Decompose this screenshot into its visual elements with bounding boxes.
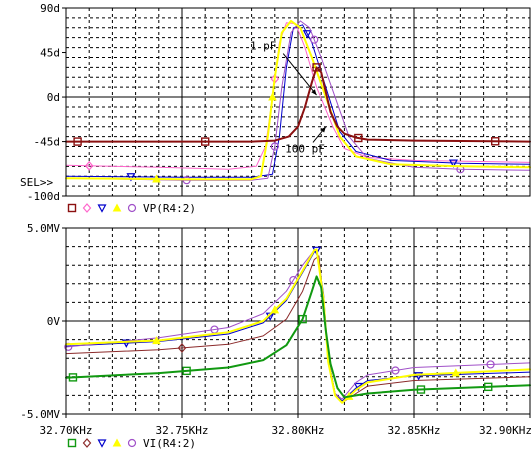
series-marker-square [491, 137, 500, 146]
x-tick-label: 32.70KHz [40, 424, 93, 437]
series-line-square [65, 275, 531, 399]
phase-series [65, 19, 531, 185]
phase-plot-frame [65, 7, 531, 197]
series-line-triangle-up [65, 19, 531, 181]
series-marker-triangle-down [121, 339, 131, 348]
series-marker-triangle-up [152, 336, 161, 345]
series-marker-triangle-up [152, 174, 161, 183]
legend-marker-diamond [82, 438, 92, 448]
legend-marker-diamond [82, 203, 92, 213]
x-tick-label: 32.85KHz [388, 424, 441, 437]
series-marker-triangle-up [270, 305, 280, 314]
series-marker-square [354, 133, 363, 143]
current-series [64, 246, 531, 404]
series-marker-circle [270, 142, 279, 151]
current-grid [66, 228, 530, 414]
series-marker-triangle-up [451, 368, 461, 377]
annotation-label: 100 pF [285, 142, 325, 155]
current-legend: VI(R4:2) [67, 437, 196, 450]
legend-marker-square [67, 438, 77, 448]
legend-marker-triangle-up [112, 438, 122, 447]
y-tick-label: 0d [47, 91, 60, 104]
y-tick-label: 0V [47, 315, 61, 328]
annotation-arrow [282, 53, 317, 96]
legend-marker-circle [127, 203, 137, 213]
series-marker-square [200, 137, 210, 146]
series-marker-triangle-up [268, 92, 277, 101]
y-tick-label: -100d [27, 190, 60, 203]
current-y-ticks: 5.0MV 0V -5.0MV [20, 222, 66, 421]
series-line-square [65, 66, 531, 143]
series-marker-square [416, 385, 426, 394]
series-marker-circle [310, 35, 319, 44]
series-marker-diamond [84, 160, 94, 171]
x-tick-label: 32.80KHz [272, 424, 325, 437]
x-tick-label: 32.90KHz [479, 424, 532, 437]
series-line-diamond [65, 22, 531, 170]
legend-marker-circle [127, 438, 137, 448]
legend-marker-square [67, 203, 77, 213]
phase-annotations: 1 pF 100 pF [250, 40, 327, 155]
legend-marker-triangle-down [97, 204, 107, 213]
legend-label: VI(R4:2) [143, 437, 196, 450]
x-axis-ticks: 32.70KHz 32.75KHz 32.80KHz 32.85KHz 32.90KHz [40, 414, 532, 437]
annotation-arrowhead [320, 126, 326, 133]
annotation-label: 1 pF [250, 40, 277, 53]
y-tick-label: -5.0MV [20, 408, 60, 421]
phase-panel: 90d 45d 0d -45d -100d SEL>> 1 pF 100 pF VP(R4… [20, 2, 531, 215]
series-line-circle [65, 20, 531, 181]
series-marker-circle [486, 360, 495, 369]
series-marker-circle [391, 366, 400, 375]
series-marker-triangle-down [126, 173, 136, 182]
series-marker-diamond [177, 343, 187, 353]
series-line-triangle-up [65, 248, 531, 404]
y-tick-label: 5.0MV [27, 222, 60, 235]
annotation-arrowhead [311, 89, 317, 96]
series-marker-square [68, 373, 78, 382]
series-marker-square [484, 382, 493, 392]
y-tick-label: -45d [34, 136, 61, 149]
series-marker-square [312, 63, 321, 72]
legend-label: VP(R4:2) [143, 202, 196, 215]
x-tick-label: 32.75KHz [156, 424, 209, 437]
legend-marker-triangle-up [112, 203, 122, 212]
selection-label: SEL>> [20, 176, 53, 189]
phase-y-ticks: 90d 45d 0d -45d -100d [27, 2, 66, 203]
y-tick-label: 90d [40, 2, 60, 15]
series-marker-triangle-down [414, 372, 424, 381]
series-marker-square [73, 137, 82, 146]
series-marker-square [298, 314, 307, 324]
series-marker-triangle-down [448, 159, 458, 168]
series-marker-square [182, 366, 191, 376]
phase-legend: VP(R4:2) [67, 202, 196, 215]
legend-marker-triangle-down [97, 439, 107, 448]
series-marker-triangle-down [302, 30, 312, 39]
y-tick-label: 45d [40, 47, 60, 60]
